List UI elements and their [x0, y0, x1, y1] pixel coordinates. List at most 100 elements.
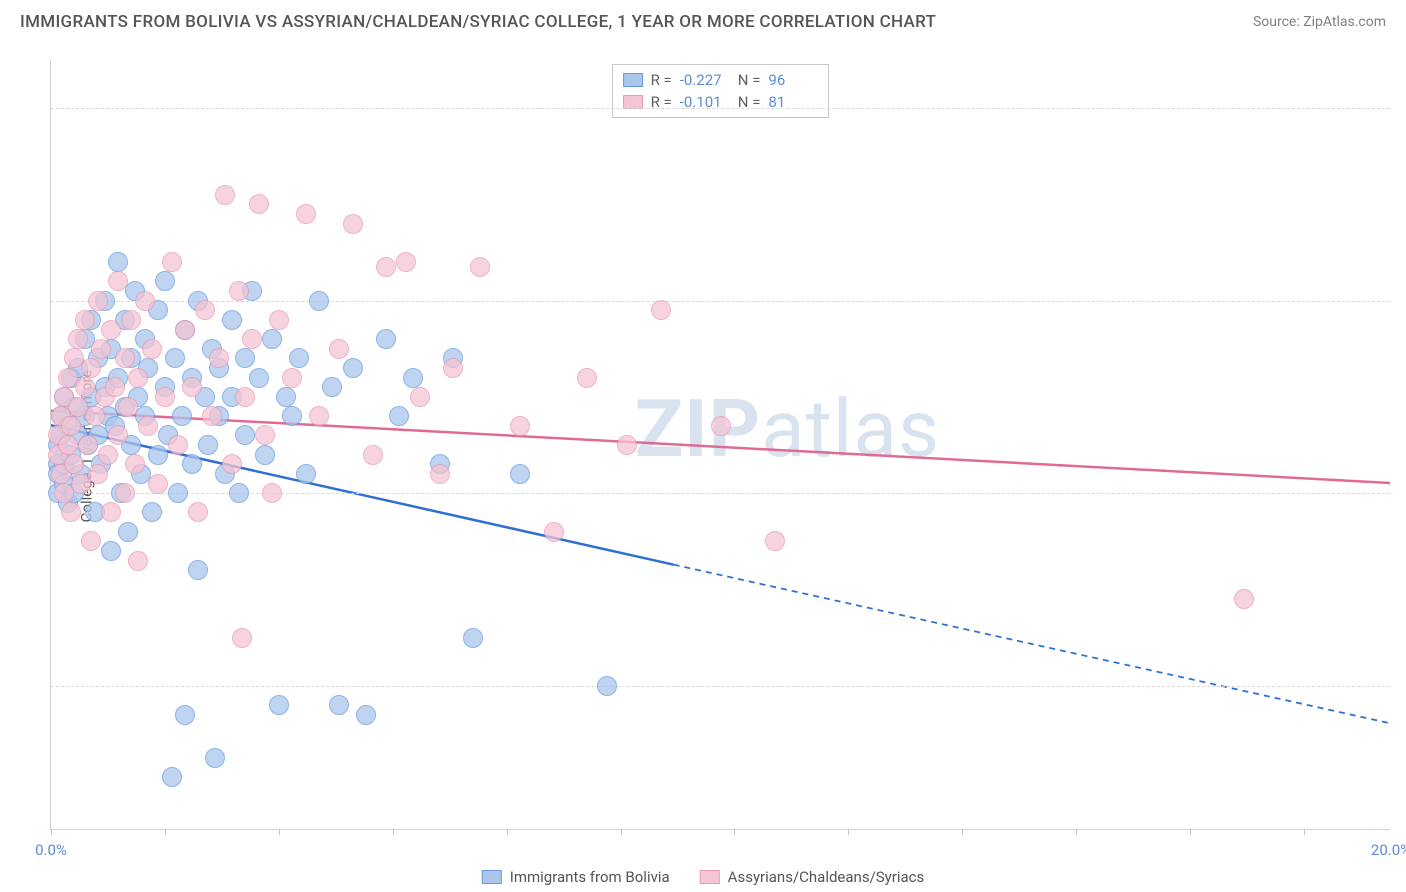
scatter-point: [175, 705, 195, 725]
scatter-point: [78, 435, 98, 455]
scatter-point: [463, 628, 483, 648]
scatter-point: [262, 483, 282, 503]
scatter-point: [296, 464, 316, 484]
scatter-point: [544, 522, 564, 542]
legend-item-assyrians: Assyrians/Chaldeans/Syriacs: [700, 868, 925, 886]
scatter-point: [711, 416, 731, 436]
scatter-point: [105, 377, 125, 397]
x-tick-mark: [393, 829, 394, 835]
swatch-bolivia: [482, 870, 502, 884]
scatter-point: [470, 257, 490, 277]
scatter-point: [765, 531, 785, 551]
x-tick-label: 0.0%: [35, 841, 67, 859]
x-tick-mark: [621, 829, 622, 835]
legend-label: Immigrants from Bolivia: [510, 868, 670, 886]
x-tick-mark: [962, 829, 963, 835]
scatter-point: [296, 204, 316, 224]
scatter-point: [64, 454, 84, 474]
scatter-point: [249, 194, 269, 214]
regression-lines: [51, 60, 1390, 829]
scatter-point: [269, 310, 289, 330]
scatter-point: [276, 387, 296, 407]
scatter-point: [91, 339, 111, 359]
scatter-point: [322, 377, 342, 397]
scatter-point: [88, 464, 108, 484]
gridline-h: [51, 493, 1390, 494]
bottom-legend: Immigrants from Bolivia Assyrians/Chalde…: [482, 868, 925, 886]
scatter-point: [108, 252, 128, 272]
scatter-point: [172, 406, 192, 426]
scatter-point: [162, 767, 182, 787]
scatter-point: [430, 464, 450, 484]
scatter-point: [343, 214, 363, 234]
stats-legend-box: R = -0.227 N = 96 R = -0.101 N = 81: [612, 64, 830, 118]
scatter-point: [148, 445, 168, 465]
scatter-point: [98, 445, 118, 465]
source-attribution: Source: ZipAtlas.com: [1253, 14, 1386, 30]
scatter-point: [81, 531, 101, 551]
legend-item-bolivia: Immigrants from Bolivia: [482, 868, 670, 886]
scatter-point: [198, 435, 218, 455]
y-tick-label: 100.0%: [1400, 99, 1406, 117]
scatter-point: [165, 348, 185, 368]
scatter-point: [75, 310, 95, 330]
scatter-point: [403, 368, 423, 388]
scatter-point: [101, 541, 121, 561]
scatter-point: [255, 425, 275, 445]
scatter-point: [128, 368, 148, 388]
scatter-point: [235, 387, 255, 407]
scatter-point: [289, 348, 309, 368]
scatter-point: [108, 425, 128, 445]
scatter-point: [396, 252, 416, 272]
scatter-point: [235, 348, 255, 368]
scatter-point: [75, 377, 95, 397]
scatter-point: [155, 271, 175, 291]
scatter-point: [81, 358, 101, 378]
scatter-point: [282, 368, 302, 388]
scatter-point: [118, 522, 138, 542]
scatter-point: [229, 483, 249, 503]
scatter-point: [88, 291, 108, 311]
x-tick-mark: [279, 829, 280, 835]
y-tick-label: 60.0%: [1400, 484, 1406, 502]
scatter-point: [262, 329, 282, 349]
scatter-point: [329, 695, 349, 715]
scatter-point: [1234, 589, 1254, 609]
scatter-point: [125, 454, 145, 474]
y-tick-label: 40.0%: [1400, 677, 1406, 695]
scatter-point: [209, 348, 229, 368]
scatter-point: [222, 310, 242, 330]
scatter-point: [249, 368, 269, 388]
x-tick-mark: [1304, 829, 1305, 835]
scatter-point: [135, 291, 155, 311]
scatter-point: [510, 416, 530, 436]
chart-plot-area: ZIPatlas R = -0.227 N = 96 R = -0.101 N …: [50, 60, 1390, 830]
stats-row-assyrians: R = -0.101 N = 81: [623, 91, 819, 113]
scatter-point: [363, 445, 383, 465]
x-tick-label: 20.0%: [1371, 841, 1406, 859]
scatter-point: [85, 406, 105, 426]
scatter-point: [182, 377, 202, 397]
gridline-h: [51, 108, 1390, 109]
scatter-point: [235, 425, 255, 445]
scatter-point: [175, 320, 195, 340]
scatter-point: [188, 502, 208, 522]
scatter-point: [389, 406, 409, 426]
scatter-point: [229, 281, 249, 301]
scatter-point: [128, 551, 148, 571]
scatter-point: [162, 252, 182, 272]
scatter-point: [329, 339, 349, 359]
scatter-point: [215, 185, 235, 205]
scatter-point: [356, 705, 376, 725]
scatter-point: [269, 695, 289, 715]
chart-title: IMMIGRANTS FROM BOLIVIA VS ASSYRIAN/CHAL…: [20, 12, 936, 32]
swatch-assyrians: [700, 870, 720, 884]
scatter-point: [651, 300, 671, 320]
scatter-point: [202, 406, 222, 426]
scatter-point: [168, 483, 188, 503]
scatter-point: [205, 748, 225, 768]
gridline-h: [51, 686, 1390, 687]
scatter-point: [101, 502, 121, 522]
scatter-point: [376, 329, 396, 349]
scatter-point: [58, 435, 78, 455]
